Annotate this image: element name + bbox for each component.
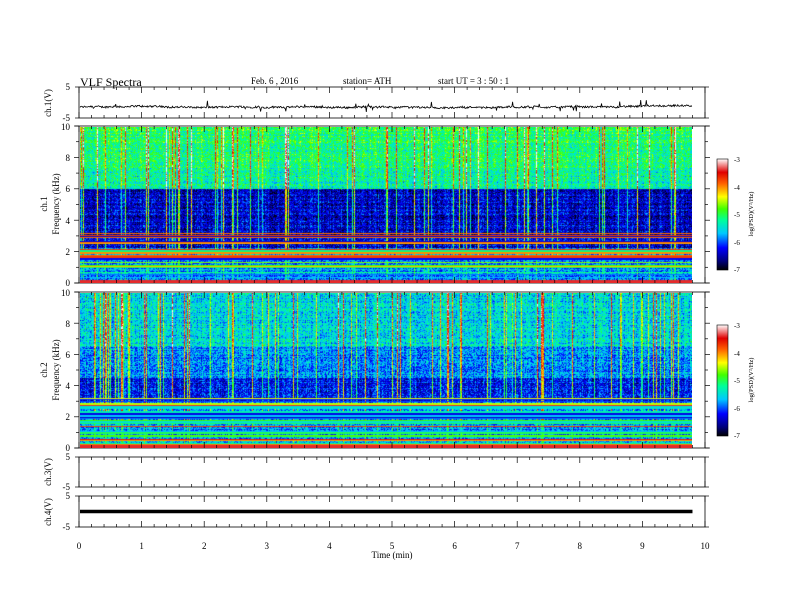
ch2-spectrogram-channel-label: ch.2 [39,362,49,377]
ch1-cbtick-neg7: -7 [734,266,740,274]
ch1-colorbar-ticks: -3 -4 -5 -6 -7 [734,156,740,274]
ch2-spectrogram-image [79,292,692,448]
ch1-spectrogram-image [79,126,692,283]
xtick-3: 3 [265,541,270,551]
xtick-7: 7 [515,541,520,551]
ch2-cbtick-neg7: -7 [734,432,740,440]
ch1-ytick-5: 5 [66,82,71,92]
ch2-cbtick-neg6: -6 [734,405,740,413]
ch1-ytick-0: 0 [66,278,71,288]
ch1-frequency-ticks: 0 2 4 6 8 10 [61,122,71,288]
ch2-ytick-6: 6 [66,350,71,360]
ch1-spectrogram-channel-label: ch.1 [39,196,49,211]
ch1-waveform-line [79,99,693,113]
ch1-colorbar-label: log(PSD)(V²/Hz) [748,192,755,237]
ch1-ytick-2: 2 [66,247,71,257]
xtick-2: 2 [202,541,207,551]
ch2-colorbar [716,324,729,437]
ch4-ytick-5: 5 [66,491,71,501]
ch1-ytick-8: 8 [66,153,71,163]
ch2-colorbar-label: log(PSD)(V²/Hz) [748,358,755,403]
start-time-label: start UT = 3 : 50 : 1 [438,76,509,86]
ch1-cbtick-neg4: -4 [734,184,740,192]
ch2-cbtick-neg4: -4 [734,350,740,358]
xtick-1: 1 [139,541,144,551]
axis-tick-marks [74,86,710,528]
x-axis-label: Time (min) [372,550,413,560]
ch2-ytick-10: 10 [61,288,71,298]
ch1-ytick-10: 10 [61,122,71,132]
ch1-ytick-4: 4 [66,216,71,226]
ch3-ytick-neg5: -5 [63,482,71,492]
ch4-waveform-ylabel: ch.4(V) [43,498,53,526]
ch1-cbtick-neg3: -3 [734,156,740,164]
figure-title: VLF Spectra [80,75,142,89]
ch1-colorbar [716,158,729,271]
ch2-frequency-ylabel: Frequency (kHz) [51,339,61,400]
ch3-waveform-ylabel: ch.3(V) [43,458,53,486]
xtick-10: 10 [701,541,711,551]
ch2-frequency-ticks: 0 2 4 6 8 10 [61,288,71,453]
ch1-ytick-neg5: -5 [63,113,71,123]
ch2-cbtick-neg5: -5 [734,377,740,385]
ch2-colorbar-ticks: -3 -4 -5 -6 -7 [734,322,740,440]
ch1-waveform-ylabel: ch.1(V) [43,89,53,117]
ch2-ytick-4: 4 [66,381,71,391]
station-label: station= ATH [343,76,392,86]
ch4-ytick-neg5: -5 [63,522,71,532]
ch3-ytick-5: 5 [66,452,71,462]
date-label: Feb. 6 , 2016 [251,76,299,86]
xtick-4: 4 [327,541,332,551]
xtick-0: 0 [77,541,82,551]
xtick-6: 6 [452,541,457,551]
ch1-ytick-6: 6 [66,184,71,194]
xtick-9: 9 [640,541,645,551]
ch2-ytick-0: 0 [66,443,71,453]
ch1-cbtick-neg6: -6 [734,239,740,247]
ch2-ytick-2: 2 [66,412,71,422]
x-axis-tick-labels: 0 1 2 3 4 5 6 7 8 9 10 [77,541,710,551]
ch2-ytick-8: 8 [66,319,71,329]
ch2-cbtick-neg3: -3 [734,322,740,330]
ch1-cbtick-neg5: -5 [734,211,740,219]
xtick-8: 8 [578,541,583,551]
ch1-frequency-ylabel: Frequency (kHz) [51,173,61,234]
xtick-5: 5 [390,541,395,551]
